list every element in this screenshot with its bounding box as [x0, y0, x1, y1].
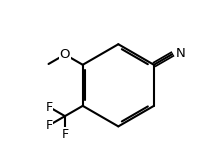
Text: F: F: [61, 128, 69, 141]
Text: F: F: [46, 119, 53, 132]
Text: O: O: [60, 48, 70, 61]
Text: F: F: [46, 100, 53, 114]
Text: N: N: [175, 47, 185, 60]
